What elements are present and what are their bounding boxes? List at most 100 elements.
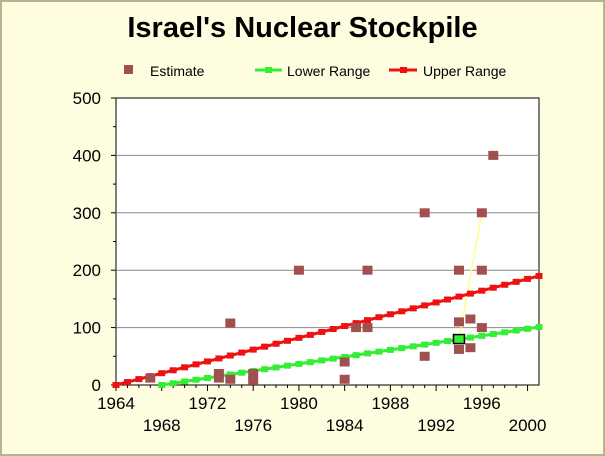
upper-range-marker <box>203 358 211 365</box>
upper-range-marker <box>306 331 314 338</box>
estimate-point <box>453 317 464 327</box>
estimate-point <box>476 323 487 333</box>
upper-range-marker <box>421 302 429 309</box>
lower-range-marker <box>432 339 440 346</box>
lower-range-marker <box>306 359 314 366</box>
lower-range-marker <box>158 382 166 388</box>
x-tick-label-1968: 1968 <box>143 416 181 435</box>
upper-range-marker <box>478 287 486 294</box>
estimate-point <box>476 208 487 218</box>
legend: Estimate Lower Range Upper Range <box>124 63 506 79</box>
lower-range-marker <box>261 366 269 373</box>
lower-range-marker <box>238 369 246 376</box>
upper-range-marker <box>489 284 497 291</box>
lower-range-marker <box>169 380 177 387</box>
lower-range-marker <box>318 357 326 364</box>
y-tick-label-400: 400 <box>73 146 101 165</box>
upper-range-marker <box>272 340 280 347</box>
lower-range-marker <box>421 341 429 348</box>
lower-range-marker <box>524 325 532 332</box>
estimate-point <box>213 373 224 383</box>
lower-range-marker <box>329 355 337 362</box>
y-tick-label-200: 200 <box>73 261 101 280</box>
upper-range-marker <box>432 299 440 306</box>
chart-title: Israel's Nuclear Stockpile <box>127 12 478 44</box>
lower-range-line <box>161 325 540 387</box>
estimate-point <box>213 369 224 379</box>
upper-range-marker <box>455 293 463 300</box>
upper-range-marker <box>181 364 189 371</box>
x-tick-label-1976: 1976 <box>234 416 272 435</box>
y-tick-label-500: 500 <box>73 89 101 108</box>
legend-upper-label: Upper Range <box>423 63 506 79</box>
upper-range-marker <box>535 272 543 279</box>
lower-range-marker <box>181 378 189 385</box>
upper-range-marker <box>261 343 269 350</box>
lower-range-marker <box>501 329 509 336</box>
grid-lines <box>116 154 539 329</box>
upper-range-marker <box>341 323 349 330</box>
upper-range-marker <box>466 290 474 297</box>
legend-estimate-label: Estimate <box>150 63 205 79</box>
estimate-point <box>419 208 430 218</box>
lower-range-marker <box>489 331 497 338</box>
estimate-point <box>465 343 476 353</box>
upper-range-marker <box>444 296 452 303</box>
upper-range-marker <box>409 305 417 312</box>
upper-range-marker <box>524 275 532 282</box>
upper-range-marker <box>512 278 520 285</box>
lower-range-marker <box>375 348 383 355</box>
lower-range-marker <box>341 353 349 360</box>
estimate-point <box>351 323 362 333</box>
upper-range-marker <box>112 382 120 388</box>
y-tick-label-300: 300 <box>73 204 101 223</box>
estimate-point <box>488 150 499 160</box>
upper-range-marker <box>295 334 303 341</box>
estimate-point <box>293 265 304 275</box>
estimate-point <box>362 265 373 275</box>
lower-range-marker <box>272 364 280 371</box>
x-tick-label-1984: 1984 <box>326 416 364 435</box>
upper-range-marker <box>123 379 131 386</box>
plot-area <box>115 97 540 386</box>
x-tick-label-2000: 2000 <box>509 416 547 435</box>
estimate-point <box>248 375 259 385</box>
upper-range-marker <box>398 308 406 315</box>
lower-range-marker <box>512 327 520 334</box>
upper-range-marker <box>386 311 394 318</box>
estimate-point <box>453 344 464 354</box>
lower-range-marker <box>295 360 303 367</box>
upper-range-marker <box>249 346 257 353</box>
upper-range-marker <box>169 367 177 374</box>
lower-range-marker <box>203 374 211 381</box>
lower-range-marker <box>352 352 360 359</box>
estimate-point <box>225 318 236 328</box>
lower-range-marker <box>192 376 200 383</box>
upper-range-marker <box>283 337 291 344</box>
legend-lower-label: Lower Range <box>287 63 370 79</box>
estimate-point <box>419 351 430 361</box>
lower-range-marker <box>478 332 486 339</box>
legend-lower-marker <box>265 67 272 73</box>
estimate-point <box>465 314 476 324</box>
estimate-point <box>339 374 350 384</box>
upper-range-marker <box>364 317 372 324</box>
upper-range-marker <box>158 370 166 377</box>
estimate-point <box>225 374 236 384</box>
estimate-point <box>248 369 259 379</box>
lower-range-marker <box>444 338 452 345</box>
upper-range-marker <box>226 352 234 359</box>
lower-range-marker <box>466 334 474 341</box>
legend-upper-marker <box>400 67 407 73</box>
lower-range-marker <box>364 350 372 357</box>
estimate-point <box>453 265 464 275</box>
x-tick-label-1972: 1972 <box>189 394 227 413</box>
x-tick-label-1964: 1964 <box>97 394 135 413</box>
upper-range-marker <box>215 355 223 362</box>
lower-range-marker <box>226 371 234 378</box>
lower-range-marker <box>386 346 394 353</box>
upper-range-marker <box>135 376 143 383</box>
x-tick-label-1988: 1988 <box>371 394 409 413</box>
legend-estimate-marker <box>124 65 133 74</box>
